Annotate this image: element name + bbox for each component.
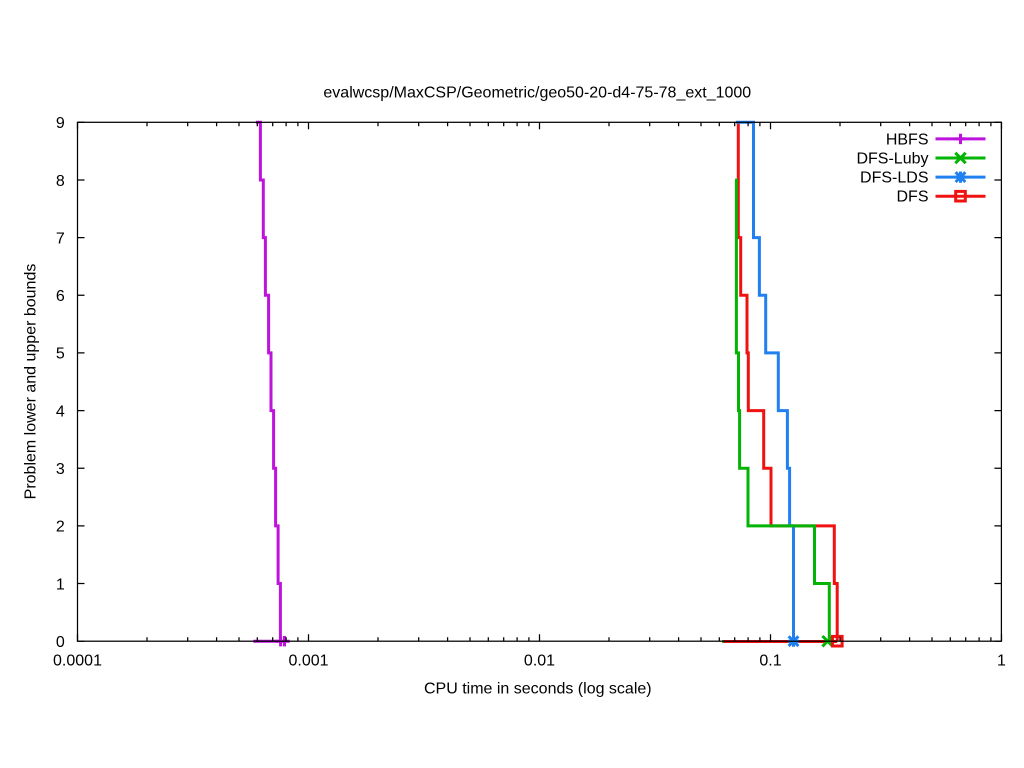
- svg-text:DFS-LDS: DFS-LDS: [860, 170, 928, 187]
- svg-text:Problem lower and upper bounds: Problem lower and upper bounds: [22, 264, 39, 500]
- svg-text:1: 1: [997, 653, 1006, 670]
- svg-text:0.01: 0.01: [524, 653, 555, 670]
- svg-text:CPU time in seconds (log scale: CPU time in seconds (log scale): [424, 681, 652, 698]
- svg-text:2: 2: [56, 519, 65, 536]
- svg-text:4: 4: [56, 403, 65, 420]
- svg-text:HBFS: HBFS: [886, 131, 929, 148]
- svg-text:0.0001: 0.0001: [53, 653, 102, 670]
- svg-text:3: 3: [56, 461, 65, 478]
- svg-text:DFS: DFS: [897, 189, 929, 206]
- svg-text:5: 5: [56, 346, 65, 363]
- svg-text:evalwcsp/MaxCSP/Geometric/geo5: evalwcsp/MaxCSP/Geometric/geo50-20-d4-75…: [323, 85, 751, 102]
- svg-text:DFS-Luby: DFS-Luby: [856, 150, 928, 167]
- svg-text:0.001: 0.001: [288, 653, 328, 670]
- svg-text:8: 8: [56, 173, 65, 190]
- svg-text:0: 0: [56, 634, 65, 651]
- svg-text:9: 9: [56, 115, 65, 132]
- svg-text:7: 7: [56, 230, 65, 247]
- svg-text:0.1: 0.1: [759, 653, 781, 670]
- svg-text:6: 6: [56, 288, 65, 305]
- svg-text:1: 1: [56, 576, 65, 593]
